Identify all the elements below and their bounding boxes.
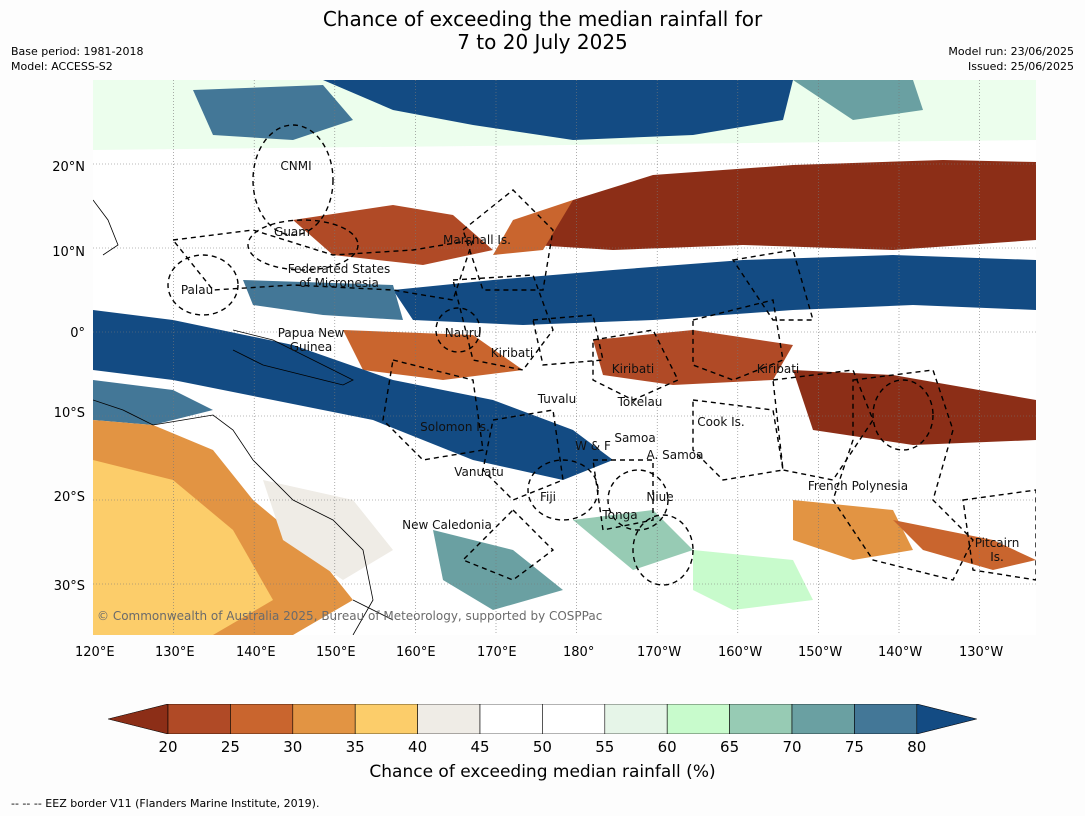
region-guam: Guam: [274, 225, 310, 239]
region-samoa: Samoa: [614, 431, 656, 445]
lon-label-150e: 150°E: [316, 645, 356, 660]
colorbar-extend-high: [916, 704, 977, 734]
region-pitcairn-line1: Pitcairn: [974, 536, 1020, 550]
region-kiribati-central: Kiribati: [611, 362, 655, 376]
lon-label-130e: 130°E: [155, 645, 195, 660]
colorbar-tick-label: 75: [844, 738, 864, 756]
colorbar-tick-label: 25: [220, 738, 240, 756]
colorbar-tick-label: 50: [532, 738, 552, 756]
colorbar-segment: [791, 704, 855, 734]
colorbar-segment: [417, 704, 481, 734]
map-canvas: [93, 80, 1036, 635]
colorbar: [108, 704, 977, 734]
colorbar-tick-label: 30: [283, 738, 303, 756]
colorbar-extend-low: [108, 704, 169, 734]
lon-label-140e: 140°E: [236, 645, 276, 660]
region-solomon: Solomon Is.: [420, 420, 490, 434]
region-tonga: Tonga: [602, 508, 638, 522]
eez-footnote: -- -- -- EEZ border V11 (Flanders Marine…: [11, 797, 320, 810]
colorbar-segment: [230, 704, 294, 734]
region-pitcairn-line2: Is.: [990, 550, 1004, 564]
colorbar-tick-label: 55: [595, 738, 615, 756]
rainfall-map[interactable]: [93, 80, 1036, 635]
colorbar-tick-label: 60: [657, 738, 677, 756]
map-title: Chance of exceeding the median rainfall …: [0, 8, 1085, 54]
region-palau: Palau: [180, 283, 214, 297]
title-line-2: 7 to 20 July 2025: [457, 30, 628, 54]
region-cook: Cook Is.: [697, 415, 745, 429]
colorbar-tick-label: 65: [720, 738, 740, 756]
region-tuvalu: Tuvalu: [537, 392, 577, 406]
colorbar-label: Chance of exceeding median rainfall (%): [369, 762, 716, 782]
region-nauru: Nauru: [444, 326, 482, 340]
colorbar-segment: [854, 704, 918, 734]
lon-label-150w: 150°W: [798, 645, 843, 660]
region-niue: Niue: [646, 490, 674, 504]
meta-right: Model run: 23/06/2025 Issued: 25/06/2025: [948, 44, 1074, 74]
region-vanuatu: Vanuatu: [454, 465, 504, 479]
lon-label-120e: 120°E: [75, 645, 115, 660]
lat-label-10n: 10°N: [52, 245, 85, 260]
region-fiji: Fiji: [539, 490, 557, 504]
copyright-notice: © Commonwealth of Australia 2025, Bureau…: [97, 609, 603, 623]
region-cnmi: CNMI: [280, 159, 312, 173]
region-fsm-line2: of Micronesia: [299, 276, 379, 290]
colorbar-tick-label: 70: [782, 738, 802, 756]
lon-label-170e: 170°E: [477, 645, 517, 660]
region-fsm-line1: Federated States: [287, 262, 391, 276]
colorbar-segment: [729, 704, 793, 734]
region-pitcairn: Pitcairn Is.: [975, 536, 1020, 564]
issued-date: Issued: 25/06/2025: [967, 60, 1074, 73]
colorbar-segment: [666, 704, 730, 734]
colorbar-tick-label: 20: [158, 738, 178, 756]
region-png-line1: Papua New: [277, 326, 345, 340]
region-png-line2: Guinea: [289, 340, 333, 354]
region-wallis-futuna: W & F: [575, 439, 611, 453]
lat-label-30s: 30°S: [53, 579, 85, 594]
meta-left: Base period: 1981-2018 Model: ACCESS-S2: [11, 44, 143, 74]
base-period: Base period: 1981-2018: [11, 45, 144, 58]
region-kiribati-west: Kiribati: [490, 346, 534, 360]
region-marshall: Marshall Is.: [443, 233, 511, 247]
lat-label-10s: 10°S: [53, 406, 85, 421]
colorbar-tick-label: 40: [408, 738, 428, 756]
title-line-1: Chance of exceeding the median rainfall …: [322, 7, 763, 31]
colorbar-segment: [167, 704, 231, 734]
region-fsm: Federated States of Micronesia: [288, 262, 390, 290]
lon-label-130w: 130°W: [959, 645, 1004, 660]
colorbar-tick-label: 80: [907, 738, 927, 756]
lon-label-160w: 160°W: [718, 645, 763, 660]
colorbar-segment: [354, 704, 418, 734]
region-tokelau: Tokelau: [617, 395, 663, 409]
region-png: Papua New Guinea: [278, 326, 345, 354]
model-run: Model run: 23/06/2025: [948, 45, 1074, 58]
region-french-polynesia: French Polynesia: [807, 479, 909, 493]
colorbar-segment: [479, 704, 543, 734]
region-american-samoa: A. Samoa: [646, 448, 704, 462]
lon-label-160e: 160°E: [396, 645, 436, 660]
lat-label-0: 0°: [70, 326, 85, 341]
colorbar-segment: [604, 704, 668, 734]
lon-label-170w: 170°W: [637, 645, 682, 660]
colorbar-tick-label: 35: [345, 738, 365, 756]
region-new-caledonia: New Caledonia: [402, 518, 492, 532]
model-name: Model: ACCESS-S2: [11, 60, 113, 73]
region-kiribati-east: Kiribati: [756, 362, 800, 376]
lat-label-20n: 20°N: [52, 160, 85, 175]
lat-label-20s: 20°S: [53, 490, 85, 505]
colorbar-tick-label: 45: [470, 738, 490, 756]
colorbar-segment: [292, 704, 356, 734]
lon-label-180: 180°: [563, 645, 595, 660]
lon-label-140w: 140°W: [878, 645, 923, 660]
colorbar-segment: [542, 704, 606, 734]
